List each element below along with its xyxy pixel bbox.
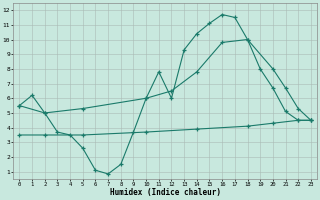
X-axis label: Humidex (Indice chaleur): Humidex (Indice chaleur) <box>110 188 220 197</box>
